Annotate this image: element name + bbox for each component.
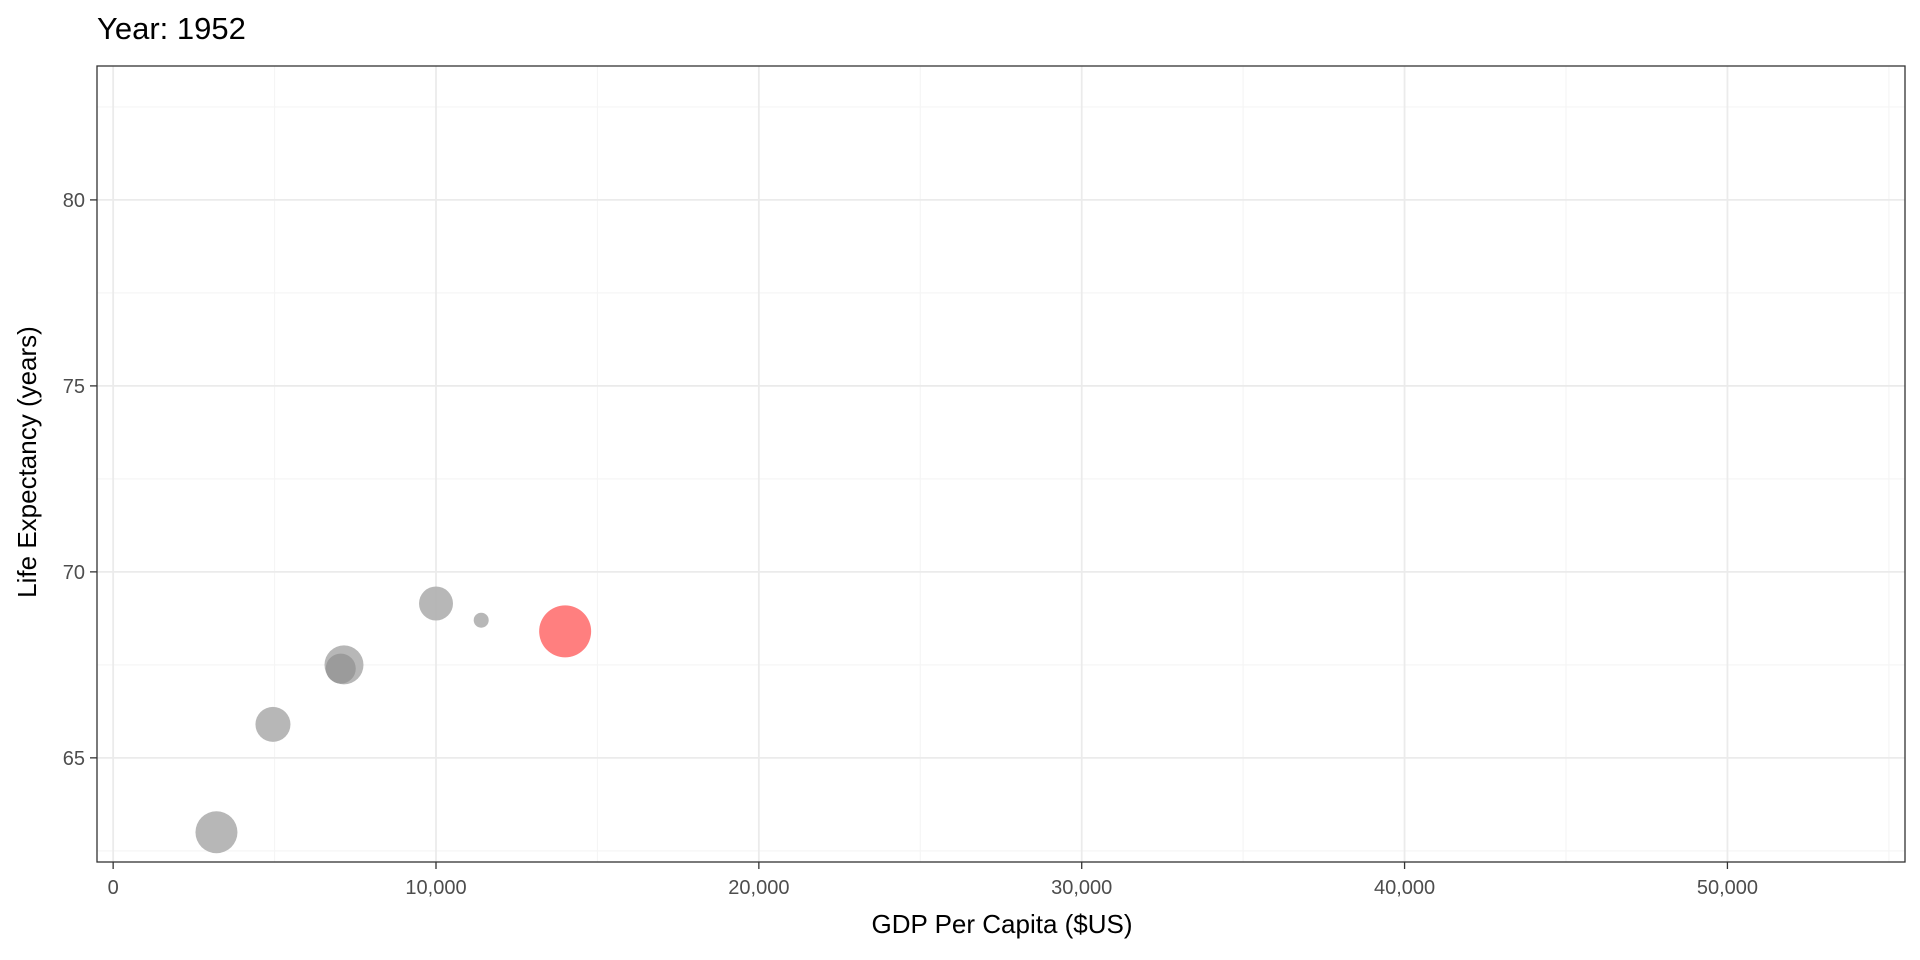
x-tick-label: 30,000 [1051,877,1112,899]
y-axis-title: Life Expectancy (years) [12,326,42,598]
x-tick-label: 0 [108,877,119,899]
data-point [419,586,453,621]
panel-border [96,65,1906,863]
x-axis-ticks: 0 10,000 20,000 30,000 40,000 50,000 [108,862,1758,899]
data-points [195,586,592,854]
grid-lines [97,66,1905,862]
x-tick-label: 50,000 [1697,877,1758,899]
y-tick-label: 75 [63,376,85,398]
data-point [473,612,489,628]
highlighted-point [539,605,592,658]
y-tick-label: 70 [63,562,85,584]
x-tick-label: 20,000 [728,877,789,899]
data-point [195,811,238,854]
x-tick-label: 40,000 [1374,877,1435,899]
x-tick-label: 10,000 [405,877,466,899]
chart-title: Year: 1952 [97,11,246,46]
data-point [255,706,291,742]
y-tick-label: 80 [63,190,85,212]
y-axis-ticks: 65 70 75 80 [63,190,97,770]
x-axis-title: GDP Per Capita ($US) [871,909,1132,939]
y-tick-label: 65 [63,748,85,770]
data-point [325,653,356,684]
